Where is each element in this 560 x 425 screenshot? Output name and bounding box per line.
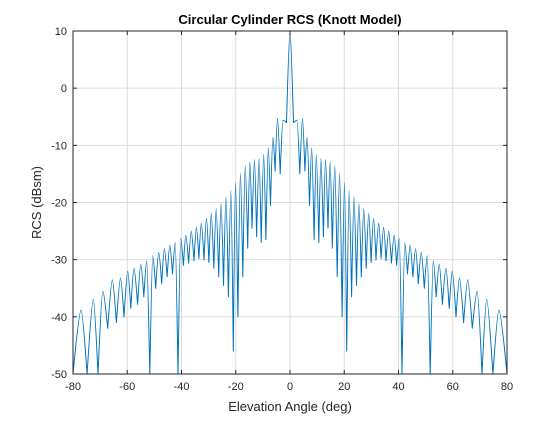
x-axis-label: Elevation Angle (deg) — [228, 399, 352, 414]
x-tick-label: 80 — [501, 381, 513, 393]
x-tick-label: -80 — [65, 381, 81, 393]
y-tick-label: 0 — [61, 83, 67, 95]
y-tick-label: -10 — [51, 140, 67, 152]
series-layer — [73, 31, 507, 374]
x-tick-label: 40 — [392, 381, 404, 393]
y-tick-labels: -50 -40 -30 -20 -10 0 10 — [51, 26, 67, 381]
y-tick-label: -30 — [51, 255, 67, 267]
x-tick-label: -20 — [228, 381, 244, 393]
ticks — [72, 30, 508, 375]
y-tick-label: -40 — [51, 312, 67, 324]
y-tick-label: 10 — [55, 26, 67, 38]
x-tick-label: 20 — [338, 381, 350, 393]
chart-title: Circular Cylinder RCS (Knott Model) — [178, 12, 401, 27]
x-tick-label: -60 — [119, 381, 135, 393]
y-axis-label: RCS (dBsm) — [29, 166, 44, 239]
y-tick-label: -50 — [51, 369, 67, 381]
y-tick-label: -20 — [51, 198, 67, 210]
x-tick-label: -40 — [174, 381, 190, 393]
x-tick-label: 0 — [287, 381, 293, 393]
x-tick-labels: -80 -60 -40 -20 0 20 40 60 80 — [65, 381, 513, 393]
series-line-0 — [73, 31, 507, 374]
x-tick-label: 60 — [447, 381, 459, 393]
